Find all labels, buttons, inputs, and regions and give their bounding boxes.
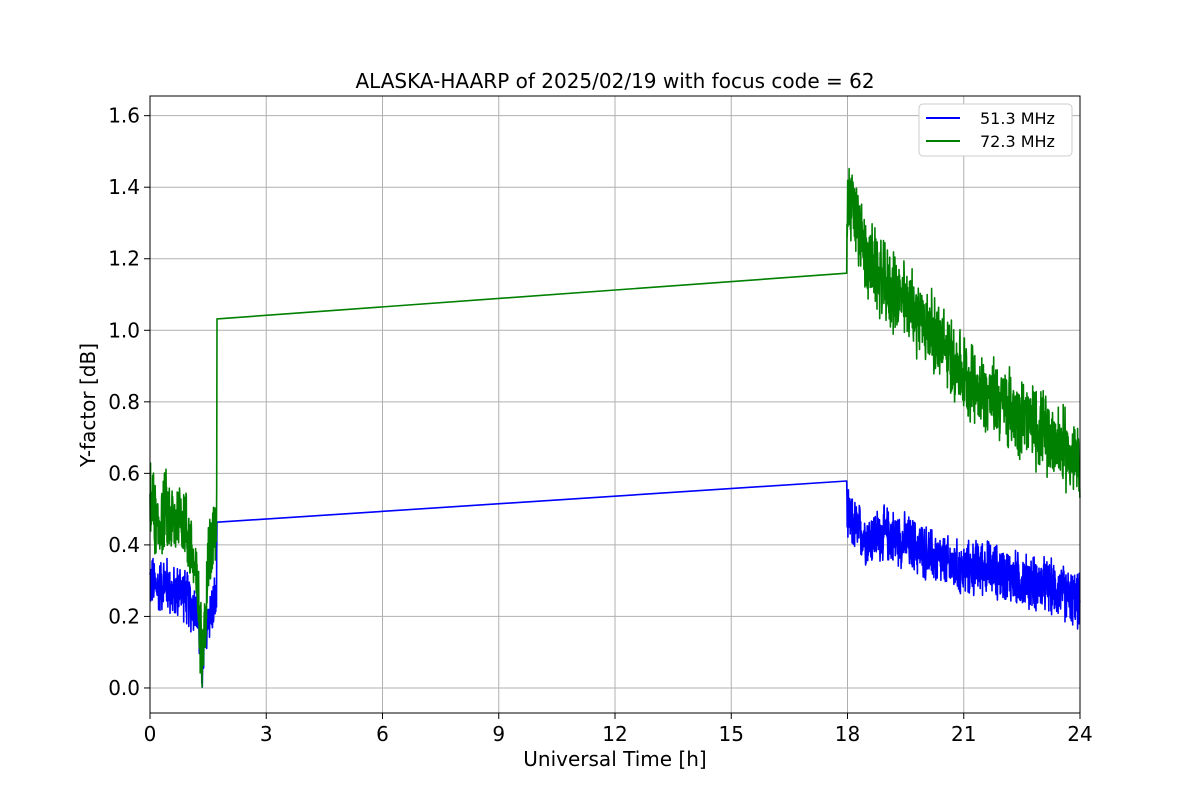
x-tick-label: 15 — [719, 722, 744, 746]
y-axis: 0.0 0.2 0.4 0.6 0.8 1.0 1.2 1.4 1.6 — [108, 104, 150, 700]
y-axis-label: Y-factor [dB] — [76, 343, 100, 468]
x-tick-label: 3 — [260, 722, 273, 746]
y-tick-label: 0.6 — [108, 461, 140, 485]
chart-title: ALASKA-HAARP of 2025/02/19 with focus co… — [355, 69, 874, 93]
y-tick-label: 1.6 — [108, 104, 140, 128]
y-tick-label: 1.2 — [108, 247, 140, 271]
x-axis-label: Universal Time [h] — [523, 747, 706, 771]
x-tick-label: 12 — [602, 722, 627, 746]
x-tick-label: 6 — [376, 722, 389, 746]
y-tick-label: 0.2 — [108, 604, 140, 628]
y-tick-label: 1.4 — [108, 175, 140, 199]
y-tick-label: 1.0 — [108, 318, 140, 342]
x-tick-label: 0 — [144, 722, 157, 746]
x-tick-label: 21 — [951, 722, 976, 746]
y-tick-label: 0.8 — [108, 390, 140, 414]
x-tick-label: 24 — [1067, 722, 1092, 746]
x-axis: 0 3 6 9 12 15 18 21 24 — [144, 713, 1093, 746]
x-tick-label: 18 — [835, 722, 860, 746]
y-tick-label: 0.0 — [108, 676, 140, 700]
series-layer — [149, 167, 1081, 688]
series-line-1 — [149, 167, 1081, 688]
x-tick-label: 9 — [492, 722, 505, 746]
legend: 51.3 MHz 72.3 MHz — [918, 103, 1073, 157]
y-tick-label: 0.4 — [108, 533, 140, 557]
legend-entry: 51.3 MHz — [980, 109, 1055, 128]
legend-entry: 72.3 MHz — [980, 132, 1055, 151]
